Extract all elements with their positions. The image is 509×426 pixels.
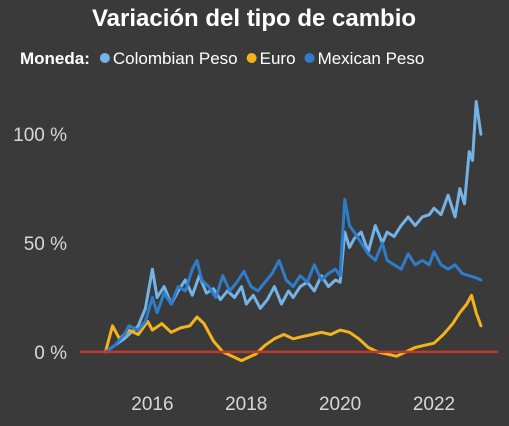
series-line-1 xyxy=(104,100,483,354)
y-tick-label: 100 % xyxy=(13,125,67,146)
x-tick-label: 2016 xyxy=(131,394,173,415)
x-tick-label: 2018 xyxy=(225,394,267,415)
y-tick-label: 0 % xyxy=(34,343,67,364)
chart-title: Variación del tipo de cambio xyxy=(92,5,416,32)
series-line-3 xyxy=(104,198,483,354)
legend: Moneda: Colombian Peso Euro Mexican Peso xyxy=(20,49,424,68)
x-tick-label: 2020 xyxy=(319,394,361,415)
legend-marker-3 xyxy=(304,53,315,63)
series-line-2 xyxy=(104,293,483,363)
legend-label: Moneda: xyxy=(20,49,90,68)
y-tick-label: 50 % xyxy=(24,234,67,255)
x-tick-label: 2022 xyxy=(413,394,455,415)
legend-item-3: Mexican Peso xyxy=(318,49,425,68)
axes: 0 % 50 % 100 % 2016 2018 2020 2022 xyxy=(13,125,498,415)
series-group xyxy=(104,100,483,363)
legend-item-1: Colombian Peso xyxy=(113,49,238,68)
legend-marker-2 xyxy=(246,53,257,63)
legend-item-2: Euro xyxy=(260,49,296,68)
legend-marker-1 xyxy=(99,53,110,63)
